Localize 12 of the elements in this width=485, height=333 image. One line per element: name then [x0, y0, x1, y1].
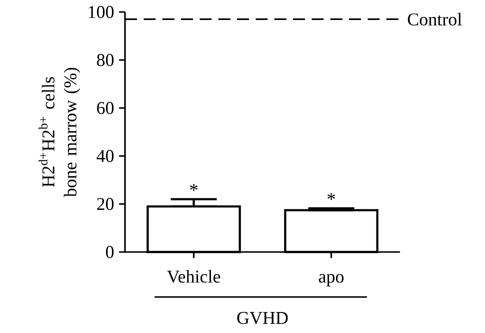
ref-line-label: Control	[408, 12, 462, 26]
annotation: *	[328, 193, 336, 200]
y-tick-label: 40	[96, 150, 114, 162]
x-tick-label: Vehicle	[166, 270, 220, 283]
y-tick-label: 0	[106, 246, 114, 258]
y-tick-label: 20	[97, 198, 114, 210]
y-tick-label: 100	[88, 6, 114, 18]
annotation: *	[190, 184, 198, 191]
y-tick-label: 60	[97, 102, 114, 114]
y-tick-label: 80	[96, 54, 114, 66]
x-tick-label: apo	[318, 274, 344, 286]
text: GVHD	[237, 312, 288, 324]
